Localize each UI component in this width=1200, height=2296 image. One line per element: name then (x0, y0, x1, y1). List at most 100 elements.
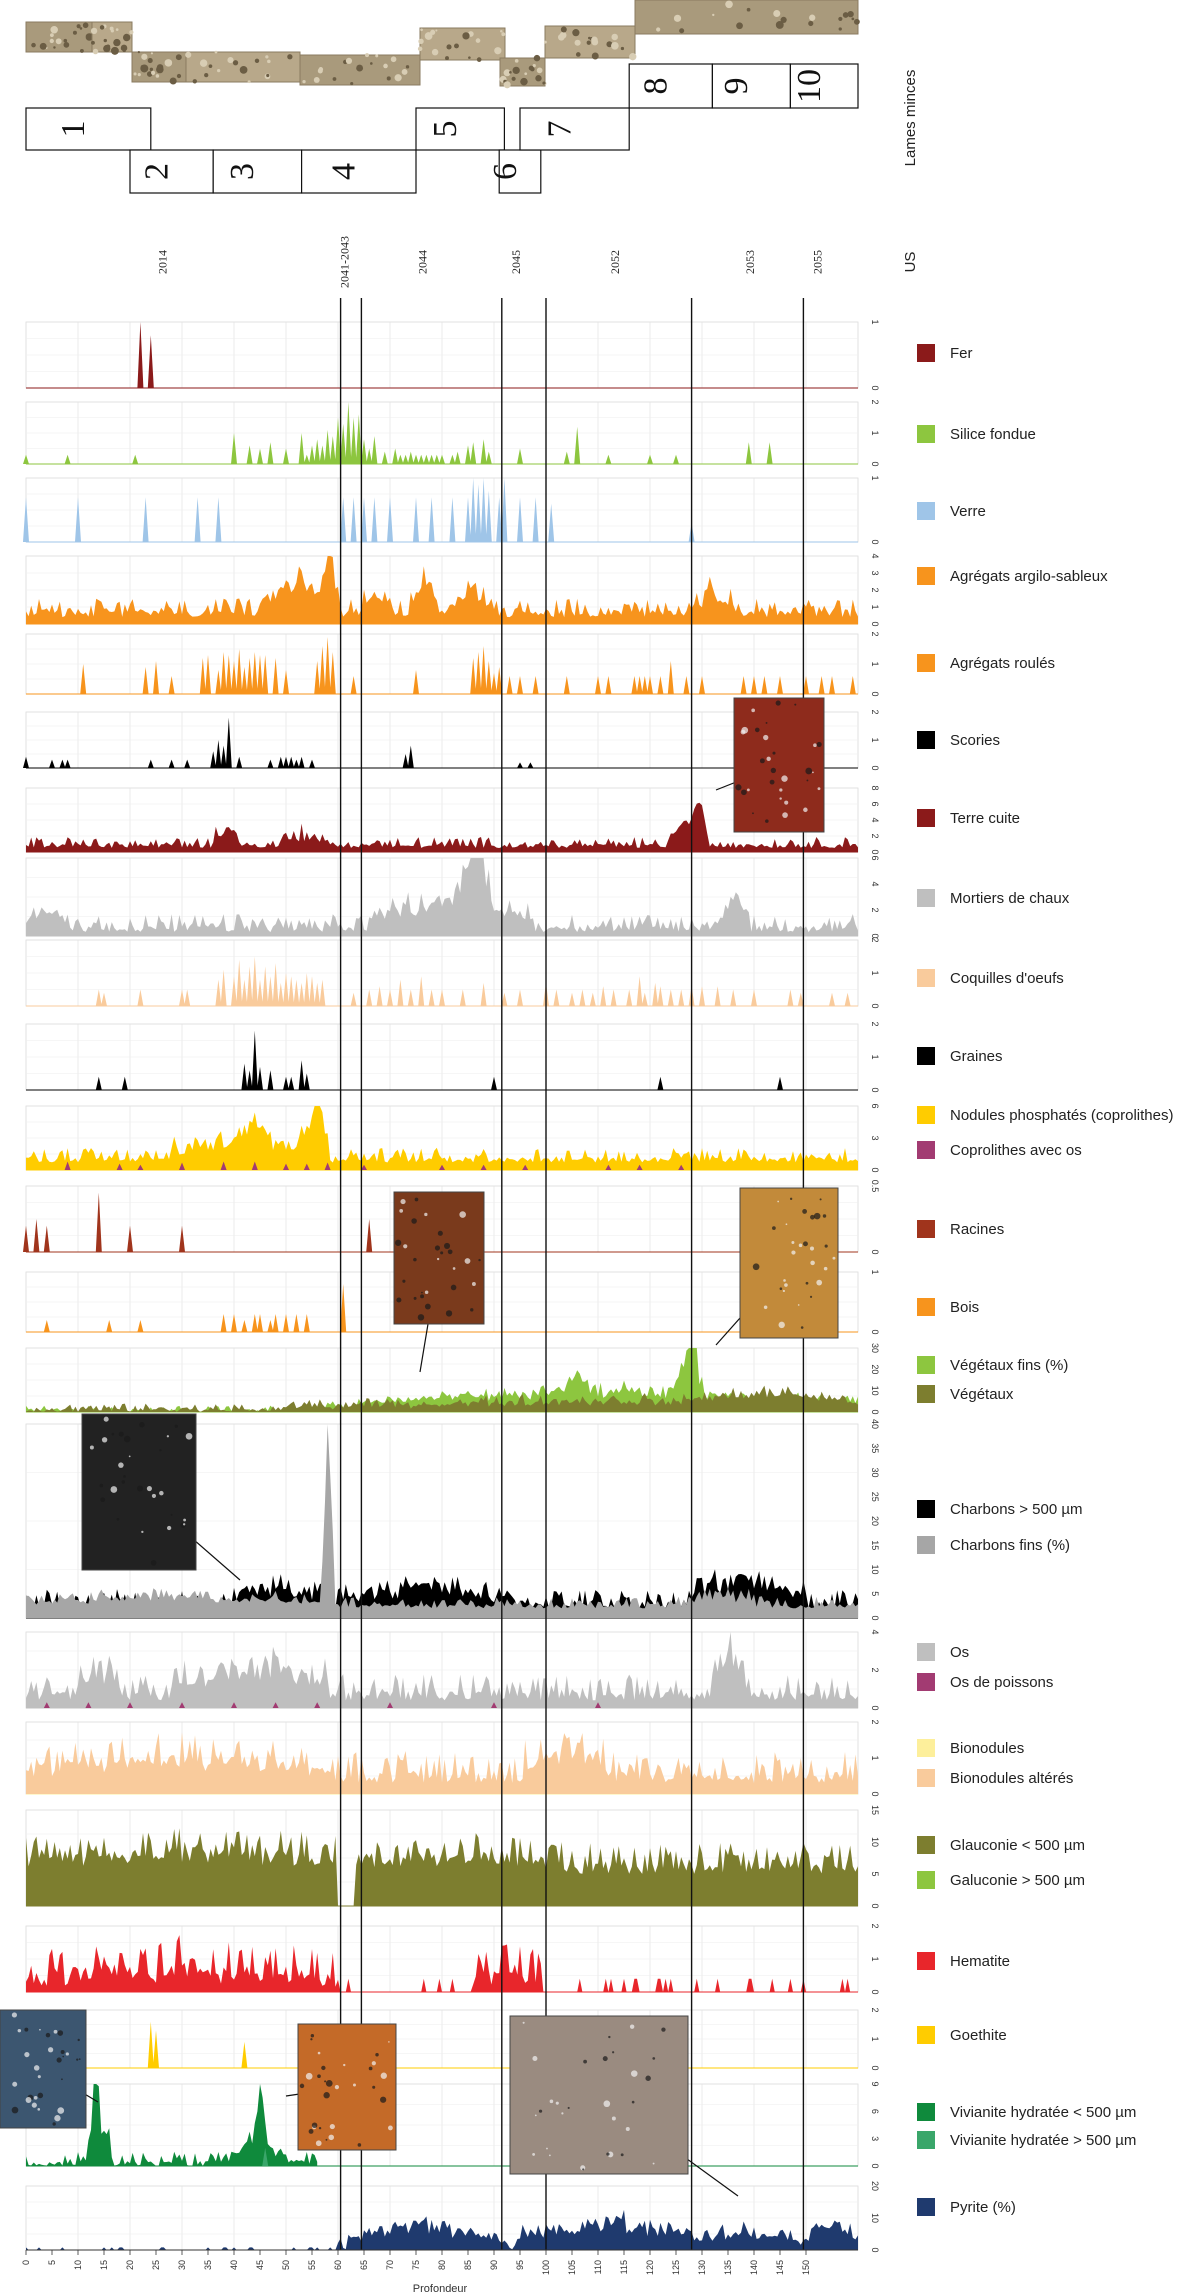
inset-texture (746, 788, 750, 792)
photo-texture (574, 39, 581, 46)
inset-texture (185, 1432, 193, 1440)
inset-texture (661, 2027, 666, 2032)
photo-texture (557, 33, 565, 41)
photo-texture (712, 13, 715, 17)
inset-texture (421, 1291, 423, 1294)
photo-texture (591, 52, 599, 60)
legend-label: Végétaux (950, 1386, 1014, 1403)
series-area (80, 637, 856, 694)
us-labels: 2014 2041-2043 2044 2045 2052 2053 2055 (155, 236, 824, 288)
photo-texture (520, 77, 528, 86)
series-area (147, 2021, 248, 2068)
series-area (95, 956, 851, 1006)
panel: 0 1 2 Hematite (25, 1923, 1010, 1995)
inset-texture (368, 2066, 373, 2071)
inset-texture (136, 1485, 143, 1492)
photo-texture (176, 73, 182, 79)
inset-texture (305, 2072, 313, 2080)
inset-texture (24, 2051, 30, 2058)
photo-texture (462, 32, 470, 40)
lame-number: 5 (427, 121, 464, 138)
inset-texture (471, 1282, 476, 1286)
y-tick-label: 25 (870, 1492, 880, 1502)
inset-texture (76, 2058, 79, 2061)
inset-texture (89, 1445, 94, 1450)
us-label: 2044 (415, 250, 429, 274)
inset-texture (832, 1256, 836, 1260)
inset-texture (139, 1422, 145, 1428)
x-tick-label: 15 (99, 2260, 109, 2270)
y-tick-label: 0 (870, 621, 880, 626)
inset-texture (765, 819, 769, 823)
photo-texture (137, 73, 141, 77)
inset-texture (810, 1260, 815, 1266)
inset-texture (371, 2061, 376, 2066)
x-tick-label: 40 (229, 2260, 239, 2270)
photo-texture (435, 29, 438, 32)
legend-label: Pyrite (%) (950, 2199, 1016, 2216)
photo-texture (383, 63, 388, 69)
photo-texture (535, 75, 542, 82)
photo-texture (780, 16, 787, 23)
inset-texture (56, 2057, 62, 2063)
y-tick-label: 0 (870, 1003, 880, 1008)
photo-texture (120, 44, 128, 52)
inset-texture (794, 703, 797, 706)
lame-number: 6 (487, 163, 524, 180)
unit-boundaries (339, 298, 805, 2250)
inset-texture (31, 2102, 37, 2108)
y-tick-label: 0.5 (870, 1180, 880, 1193)
photo-texture (129, 30, 134, 35)
legend-label: Coprolithes avec os (950, 1142, 1082, 1159)
inset-texture (798, 1243, 803, 1248)
photo-texture (629, 53, 637, 61)
inset-texture (522, 2021, 525, 2024)
inset-texture (582, 2168, 585, 2171)
legend-swatch (917, 2026, 935, 2044)
photo-texture (254, 58, 260, 64)
inset-texture (380, 2072, 387, 2079)
legend-swatch (917, 1769, 935, 1787)
photo-texture (199, 59, 208, 67)
panel: 0 2 4 6 8 Terre cuite (25, 785, 1020, 855)
y-tick-label: 0 (870, 1615, 880, 1620)
photo-texture (164, 59, 173, 67)
photo-texture (82, 22, 89, 29)
photo-texture (401, 69, 408, 75)
inset-texture (315, 2140, 322, 2147)
inset-texture (411, 1218, 417, 1224)
inset-texture (779, 788, 783, 792)
y-tick-label: 1 (870, 430, 880, 435)
inset-texture (110, 1486, 118, 1493)
y-tick-label: 6 (870, 1103, 880, 1108)
y-tick-label: 40 (870, 1419, 880, 1429)
y-tick-label: 0 (870, 1329, 880, 1334)
inset-texture (772, 1226, 776, 1230)
photo-texture (110, 29, 114, 33)
photo-texture (736, 22, 743, 30)
legend-swatch (917, 2198, 935, 2216)
y-tick-label: 1 (870, 1269, 880, 1274)
photo-texture (560, 26, 567, 33)
inset-texture (459, 1211, 466, 1218)
inset-texture (583, 2059, 587, 2064)
photo-texture (454, 43, 459, 49)
y-tick-label: 0 (870, 1087, 880, 1092)
photo-texture (656, 27, 661, 32)
photo-texture (809, 14, 816, 21)
y-tick-label: 0 (870, 933, 880, 938)
inset-texture (37, 2075, 41, 2079)
photo-texture (847, 10, 854, 18)
panel: 0 3 6 Nodules phosphatés (coprolithes) Copro… (25, 1103, 1173, 1173)
photo-texture (302, 80, 306, 84)
y-tick-label: 15 (870, 1805, 880, 1815)
photo-texture (476, 57, 482, 62)
inset-texture (123, 1475, 126, 1478)
photo-texture (468, 56, 471, 59)
inset-texture (388, 2041, 390, 2043)
inset-texture (146, 1485, 152, 1492)
y-tick-label: 30 (870, 1343, 880, 1353)
y-tick-label: 10 (870, 1386, 880, 1396)
series-area (26, 1632, 858, 1708)
y-tick-label: 30 (870, 1467, 880, 1477)
